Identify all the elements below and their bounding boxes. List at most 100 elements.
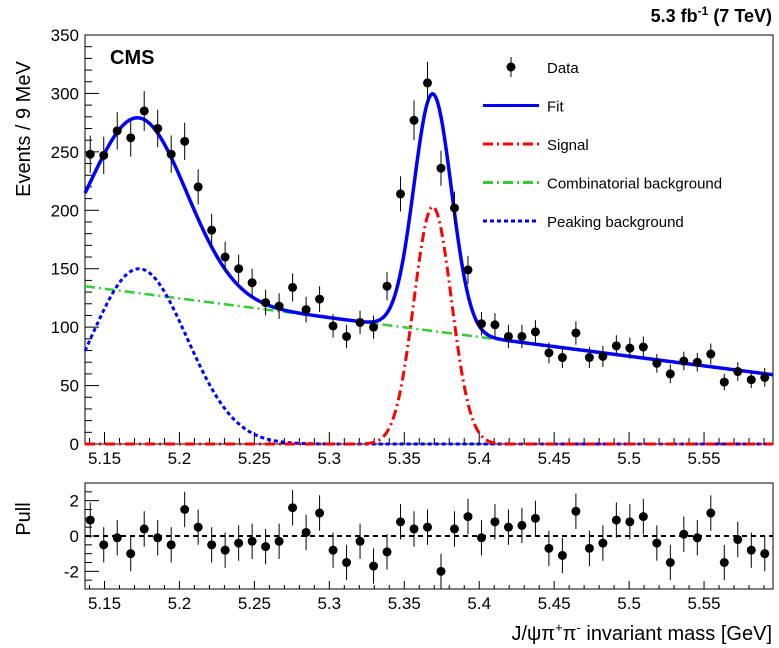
pull-y-tick-label: 2 <box>70 492 79 511</box>
data-point <box>490 320 500 330</box>
data-point <box>99 150 109 160</box>
data-point <box>396 189 406 199</box>
data-point <box>503 331 513 341</box>
x-tick-label: 5.3 <box>318 449 342 468</box>
data-point <box>733 367 743 377</box>
pull-point <box>760 549 770 559</box>
pull-point <box>85 515 95 525</box>
pull-point <box>301 527 311 537</box>
legend-item: Data <box>506 57 579 77</box>
pull-point <box>193 522 203 532</box>
pull-y-axis-title: Pull <box>13 502 35 535</box>
pull-y-tick-label: 0 <box>70 527 79 546</box>
data-point <box>301 305 311 315</box>
data-point <box>530 327 540 337</box>
data-point <box>436 163 446 173</box>
data-point <box>571 328 581 338</box>
y-tick-label: 100 <box>51 318 79 337</box>
pull-point <box>544 543 554 553</box>
legend-label: Signal <box>547 137 589 154</box>
pull-point <box>611 515 621 525</box>
data-point <box>679 356 689 366</box>
data-point <box>328 321 338 331</box>
pull-point <box>719 558 729 567</box>
data-point <box>126 133 136 143</box>
data-point <box>692 357 702 367</box>
y-tick-label: 50 <box>60 377 79 396</box>
pull-point <box>315 508 325 518</box>
data-point <box>207 225 217 235</box>
data-point <box>719 377 729 387</box>
pull-panel: 5.15 5.2 5.25 5.3 5.35 5.4 5.45 5.5 5.55 -2 0 2 <box>64 482 774 613</box>
pull-point <box>557 550 567 560</box>
data-point <box>112 126 122 136</box>
main-panel: 5.15 5.2 5.25 5.3 5.35 5.4 5.45 5.5 5.55 0 50 100 15… <box>51 26 774 468</box>
data-point <box>423 78 433 88</box>
pull-x-tick-label: 5.15 <box>88 594 121 613</box>
x-tick-label: 5.4 <box>467 449 491 468</box>
data-point <box>153 123 163 133</box>
legend-item: Peaking background <box>483 214 684 231</box>
pull-point <box>665 558 675 567</box>
legend-label: Combinatorial background <box>547 176 722 193</box>
pull-point <box>423 522 433 532</box>
data-point <box>234 264 244 274</box>
signal-curve <box>85 205 773 446</box>
pull-x-tick-label: 5.25 <box>238 594 271 613</box>
data-point <box>193 182 203 192</box>
data-point <box>463 265 473 275</box>
data-point <box>355 317 365 327</box>
pull-x-tick-label: 5.55 <box>688 594 721 613</box>
legend-label: Fit <box>547 99 564 116</box>
data-point <box>584 353 594 363</box>
data-point <box>382 281 392 291</box>
pull-point <box>746 545 756 555</box>
pull-point <box>234 538 244 548</box>
experiment-label: CMS <box>110 47 154 69</box>
data-point <box>706 349 716 359</box>
data-point <box>517 331 527 341</box>
pull-point <box>220 545 230 555</box>
legend-item: Combinatorial background <box>483 176 722 193</box>
data-point <box>557 353 567 363</box>
data-point <box>652 358 662 368</box>
pull-point <box>247 536 257 546</box>
pull-point <box>490 517 500 527</box>
data-point <box>760 372 770 382</box>
data-point <box>220 252 230 262</box>
data-point <box>611 341 621 351</box>
pull-point <box>692 533 702 543</box>
pull-point <box>584 543 594 553</box>
pull-point <box>139 524 149 534</box>
data-point <box>85 149 95 159</box>
data-point <box>139 106 149 116</box>
data-point <box>342 331 352 341</box>
data-point <box>598 351 608 361</box>
pull-y-tick-label: -2 <box>64 562 79 581</box>
x-tick-label: 5.35 <box>388 449 421 468</box>
y-tick-label: 350 <box>51 26 79 45</box>
pull-point <box>517 520 527 530</box>
pull-point <box>180 505 190 514</box>
legend-label: Data <box>547 60 579 77</box>
y-tick-label: 200 <box>51 201 79 220</box>
x-axis-title: J/ψπ+π- invariant mass [GeV] <box>511 620 772 645</box>
pull-point <box>409 524 419 534</box>
pull-point <box>153 533 163 543</box>
data-point <box>247 278 257 288</box>
pull-point <box>652 538 662 548</box>
data-point <box>315 294 325 304</box>
pull-point <box>261 542 271 552</box>
pull-point <box>166 540 176 550</box>
pull-x-tick-label: 5.2 <box>168 594 192 613</box>
data-point <box>180 136 190 146</box>
pull-point <box>369 561 379 571</box>
pull-x-tick-label: 5.4 <box>467 594 491 613</box>
x-tick-label: 5.5 <box>617 449 641 468</box>
y-axis-title: Events / 9 MeV <box>13 61 35 197</box>
pull-point <box>328 545 338 555</box>
data-point <box>166 149 176 159</box>
pull-point <box>530 513 540 523</box>
pull-point <box>679 529 689 539</box>
pull-point <box>382 547 392 557</box>
